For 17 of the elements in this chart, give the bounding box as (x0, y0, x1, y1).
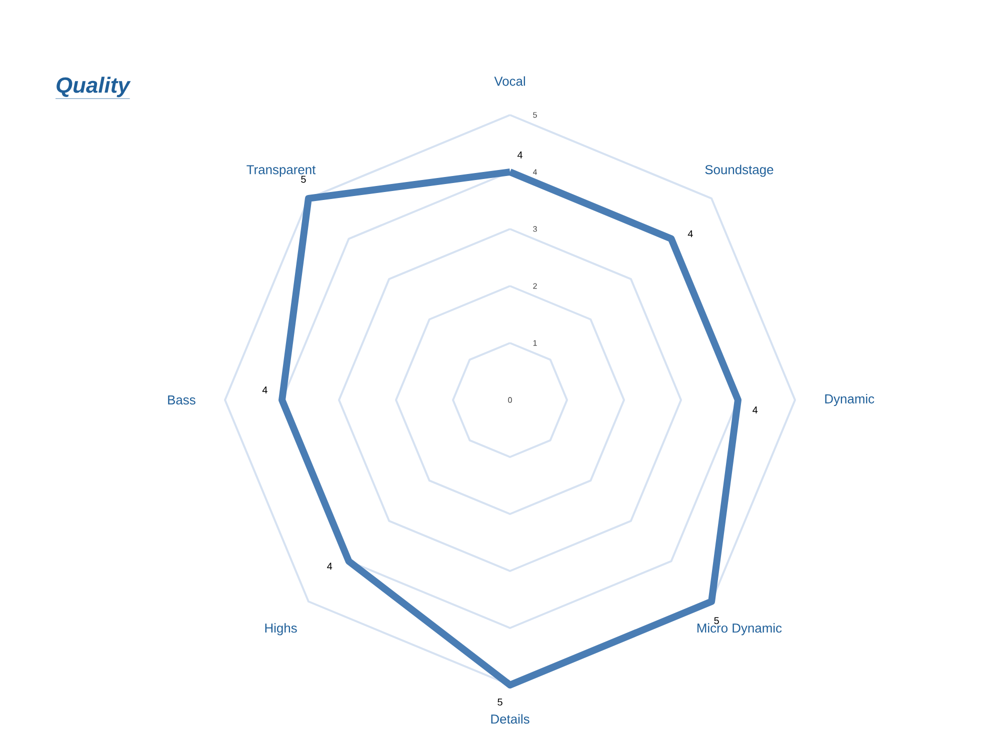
spoke-label: Micro Dynamic (697, 623, 782, 636)
data-label: 5 (498, 698, 502, 706)
spoke-label: Bass (168, 395, 196, 405)
data-label: 4 (262, 386, 268, 394)
data-label: 4 (688, 230, 693, 238)
data-label: 4 (752, 406, 758, 414)
spoke-label: Highs (265, 623, 297, 636)
spoke-label: Dynamic (825, 394, 874, 406)
data-label: 4 (327, 562, 332, 570)
spoke-label: Transparent (246, 165, 316, 177)
data-label: 5 (301, 176, 306, 183)
spoke-label: Details (491, 714, 530, 724)
spoke-label: Soundstage (705, 164, 774, 177)
data-label: 4 (517, 151, 522, 158)
chart-title: Quality (56, 76, 131, 98)
spoke-label: Vocal (494, 76, 525, 86)
data-label: 5 (714, 617, 719, 624)
